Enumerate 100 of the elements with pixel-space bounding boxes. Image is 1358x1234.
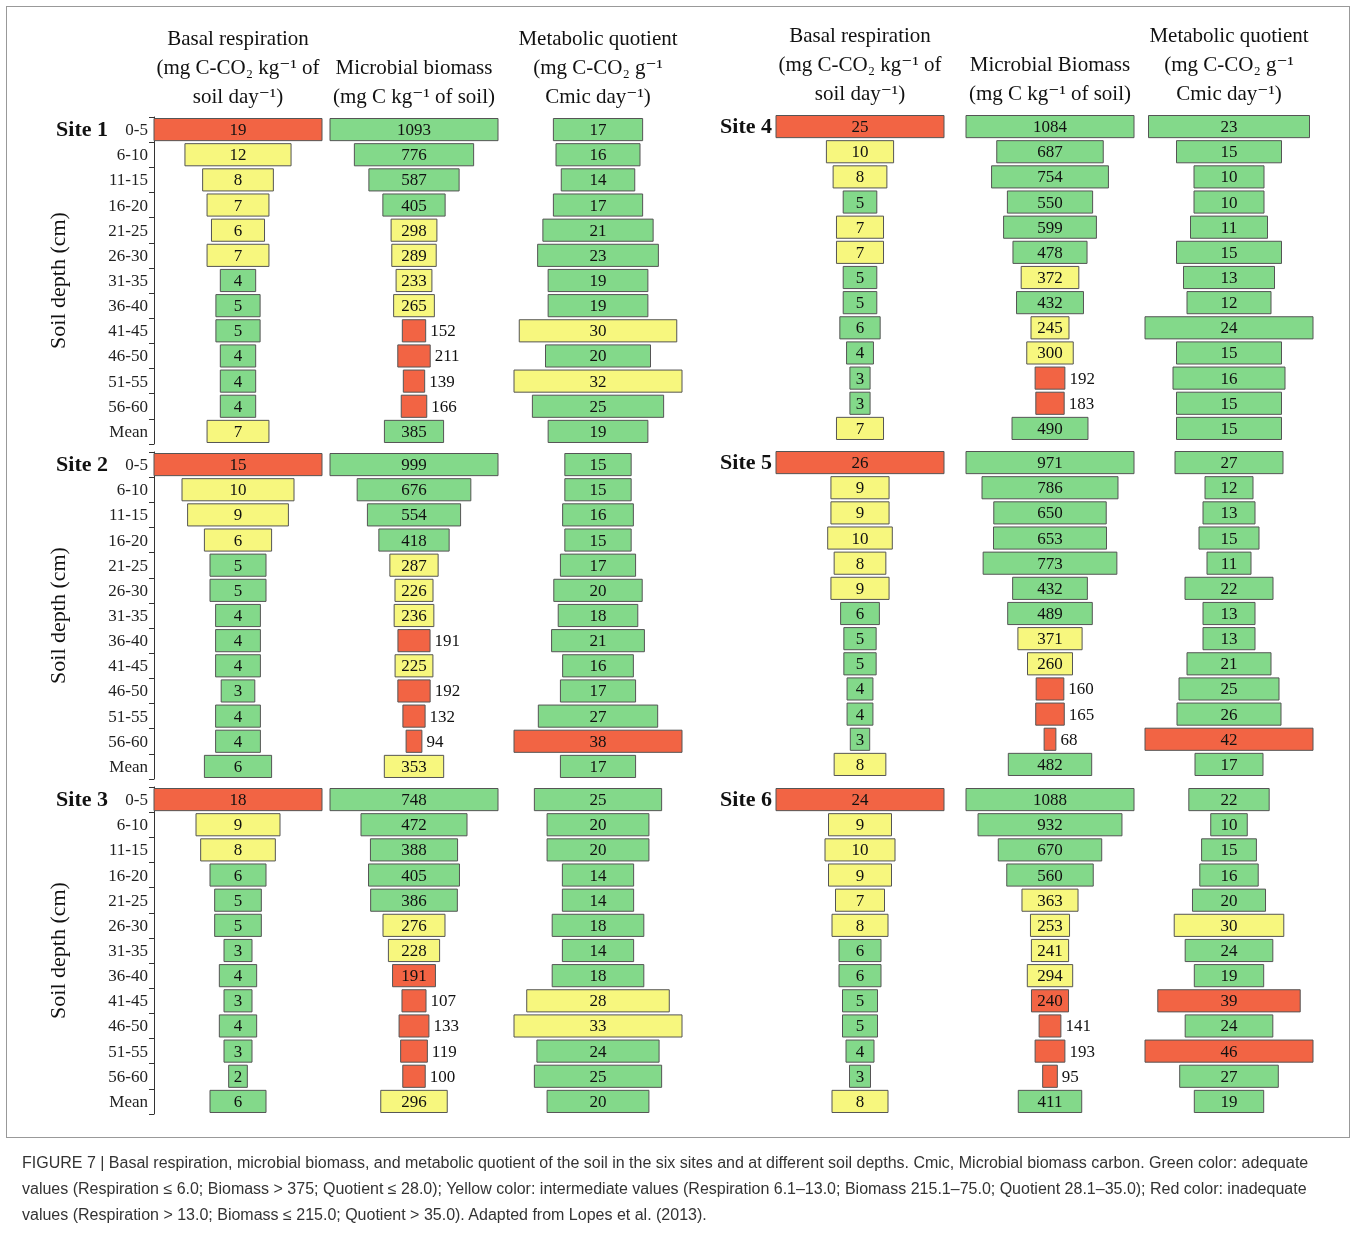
data-label: 550 <box>1037 192 1063 212</box>
data-label: 13 <box>1220 629 1238 649</box>
data-label: 15 <box>1220 393 1238 413</box>
data-label: 432 <box>1037 578 1063 598</box>
data-label: 26 <box>1220 704 1238 724</box>
data-label: 5 <box>855 654 865 674</box>
data-label: 19 <box>1220 966 1238 986</box>
data-label: 28 <box>589 991 607 1011</box>
data-label: 39 <box>1220 991 1238 1011</box>
text: Site 5 <box>719 449 772 474</box>
data-label: 482 <box>1037 754 1063 774</box>
data-label: 100 <box>429 1066 456 1086</box>
data-label: 3 <box>233 941 243 960</box>
text: Metabolic quotient (mg C-CO₂ g⁻¹ Cmic day⁻¹) <box>1148 22 1310 107</box>
data-label: 17 <box>589 120 607 140</box>
data-label: 20 <box>589 840 607 860</box>
category-label: 41-45 <box>108 321 148 341</box>
data-label: 253 <box>1037 915 1063 935</box>
data-label: 16 <box>1220 865 1238 885</box>
category-label: 46-50 <box>108 346 148 366</box>
data-label: 133 <box>433 1016 459 1036</box>
category-label: Mean <box>109 756 149 776</box>
data-label: 4 <box>855 704 865 724</box>
data-label: 9 <box>233 505 243 525</box>
data-label: 3 <box>233 681 243 701</box>
data-label: 4 <box>233 731 243 751</box>
data-label: 489 <box>1037 604 1063 623</box>
data-label: 11 <box>1220 553 1238 573</box>
data-label: 22 <box>1220 578 1238 598</box>
data-label: 32 <box>589 371 607 391</box>
data-label: 20 <box>589 815 607 835</box>
data-label: 3 <box>855 1066 865 1086</box>
data-label: 240 <box>1037 991 1063 1011</box>
category-label: 56-60 <box>108 1066 148 1086</box>
data-label: 16 <box>589 145 607 165</box>
data-label: 748 <box>401 790 427 810</box>
text: Soil depth (cm) <box>44 547 70 684</box>
category-label: 36-40 <box>108 631 148 651</box>
data-label: 773 <box>1037 553 1063 573</box>
category-label: 16-20 <box>108 530 148 550</box>
data-label: 192 <box>434 681 461 701</box>
category-label: 6-10 <box>116 145 148 165</box>
data-label: 8 <box>855 915 865 935</box>
data-label: 5 <box>855 192 865 212</box>
category-label: 11-15 <box>108 505 148 525</box>
data-label: 160 <box>1068 679 1094 699</box>
data-label: 265 <box>401 296 427 316</box>
data-label: 300 <box>1037 343 1063 363</box>
data-label: 14 <box>589 941 607 960</box>
data-label: 5 <box>855 293 865 313</box>
data-label: 6 <box>855 966 865 986</box>
data-label: 119 <box>431 1041 457 1061</box>
data-label: 298 <box>401 220 427 240</box>
category-label: 31-35 <box>108 606 148 625</box>
data-label: 15 <box>1220 528 1238 548</box>
category-label: 6-10 <box>116 815 148 835</box>
data-label: 599 <box>1037 217 1063 237</box>
data-label: 23 <box>1220 117 1238 137</box>
data-label: 472 <box>401 815 427 835</box>
data-label: 6 <box>855 604 865 623</box>
data-label: 4 <box>233 631 243 651</box>
category-label: 41-45 <box>108 656 148 676</box>
data-label: 405 <box>401 865 427 885</box>
category-label: 16-20 <box>108 865 148 885</box>
text: Basal respiration (mg C-CO₂ kg⁻¹ of soil day⁻¹) <box>155 25 321 110</box>
data-label: 1088 <box>1033 790 1067 810</box>
data-label: 5 <box>233 580 243 600</box>
data-label: 15 <box>589 455 607 475</box>
data-label: 287 <box>401 555 428 575</box>
category-label: 26-30 <box>108 580 148 600</box>
data-label: 25 <box>589 1066 607 1086</box>
data-label: 38 <box>589 731 607 751</box>
data-label: 3 <box>233 1041 243 1061</box>
data-label: 23 <box>589 245 607 265</box>
data-label: 10 <box>229 480 247 500</box>
data-label: 386 <box>401 890 427 910</box>
data-label: 15 <box>1220 142 1238 162</box>
data-label: 276 <box>401 915 427 935</box>
data-label: 68 <box>1060 729 1078 749</box>
data-label: 15 <box>589 480 607 500</box>
data-label: 8 <box>855 1091 865 1111</box>
data-label: 15 <box>229 455 247 475</box>
data-label: 12 <box>1220 478 1238 498</box>
text: Site 3 <box>55 786 108 811</box>
data-label: 15 <box>1220 840 1238 860</box>
text: Site 4 <box>719 113 772 138</box>
category-label: 36-40 <box>108 296 148 316</box>
data-label: 6 <box>855 941 865 960</box>
data-label: 653 <box>1037 528 1063 548</box>
category-label: 21-25 <box>108 555 148 575</box>
data-label: 17 <box>589 555 607 575</box>
data-label: 19 <box>229 120 247 140</box>
data-label: 191 <box>401 966 427 986</box>
category-label: 46-50 <box>108 681 148 701</box>
category-label: 56-60 <box>108 731 148 751</box>
data-label: 241 <box>1037 941 1063 960</box>
text: Site 2 <box>55 451 108 476</box>
data-label: 139 <box>429 371 455 391</box>
data-label: 353 <box>401 756 427 776</box>
data-label: 2 <box>233 1066 243 1086</box>
